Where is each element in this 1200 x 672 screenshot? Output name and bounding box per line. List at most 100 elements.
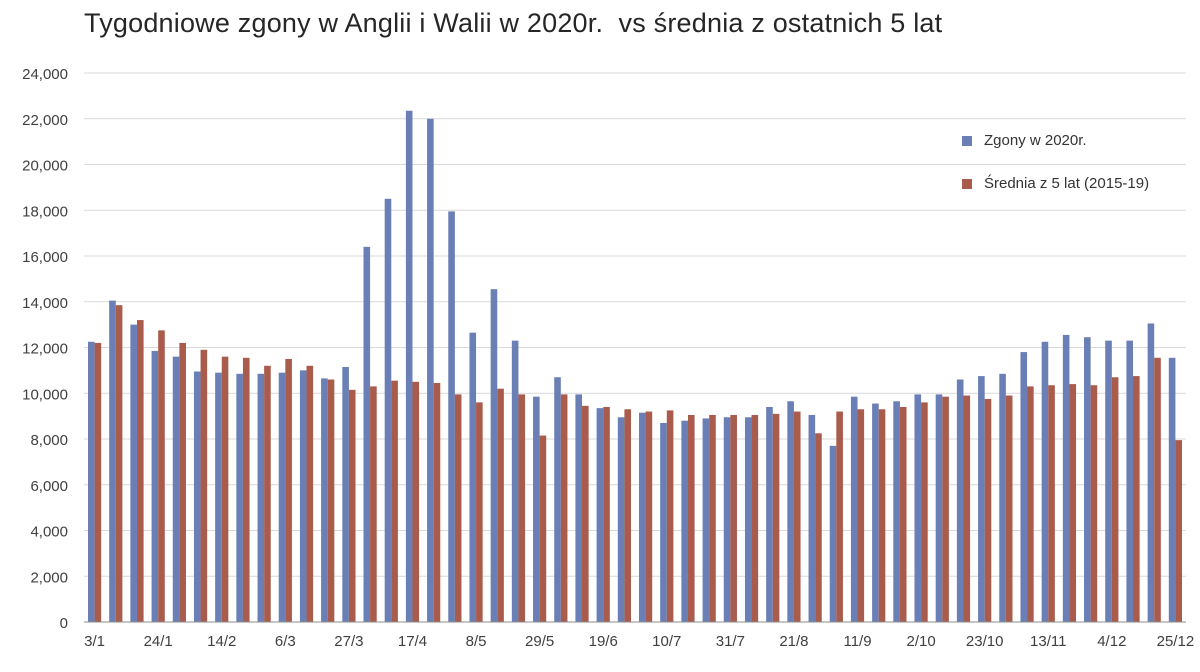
bar-2020 <box>109 300 116 622</box>
y-tick-label: 20,000 <box>22 158 68 175</box>
bar-2020 <box>469 332 477 622</box>
bar-2020 <box>978 376 985 622</box>
bar-2020 <box>723 417 731 622</box>
bar-2020 <box>893 401 900 622</box>
bar-2020 <box>151 350 159 622</box>
bar-2020 <box>193 371 201 622</box>
bar-average <box>242 357 250 622</box>
bar-average <box>1133 376 1140 622</box>
bar-2020 <box>999 373 1006 622</box>
bar-average <box>497 388 504 622</box>
y-tick-label: 14,000 <box>22 295 68 312</box>
bar-average <box>348 389 356 622</box>
bar-average <box>391 380 398 622</box>
bar-average <box>709 414 716 622</box>
bar-2020 <box>1041 341 1049 622</box>
bar-average <box>857 409 865 622</box>
y-tick-label: 2,000 <box>30 569 68 586</box>
bar-2020 <box>1084 337 1091 622</box>
bar-2020 <box>533 396 540 622</box>
bar-average <box>878 409 886 622</box>
bar-average <box>963 395 971 622</box>
x-tick-label: 13/11 <box>1030 633 1066 650</box>
bar-2020 <box>215 372 222 622</box>
bar-average <box>730 414 737 622</box>
legend-item-2020: Zgony w 2020r. <box>962 132 1087 149</box>
y-tick-label: 16,000 <box>22 249 68 266</box>
bar-average <box>115 305 123 622</box>
bar-2020 <box>744 417 752 622</box>
bar-2020 <box>172 356 180 622</box>
y-tick-label: 12,000 <box>22 341 68 358</box>
bar-average <box>899 406 907 622</box>
bar-average <box>1090 385 1098 622</box>
bar-2020 <box>1168 357 1176 622</box>
bar-average <box>1154 357 1161 622</box>
legend-item-average: Średnia z 5 lat (2015-19) <box>962 175 1149 192</box>
y-tick-label: 0 <box>60 615 68 632</box>
bar-average <box>666 410 674 622</box>
x-tick-label: 31/7 <box>716 633 745 650</box>
x-tick-label: 24/1 <box>144 633 173 650</box>
bar-2020 <box>575 394 583 622</box>
bar-2020 <box>236 373 243 622</box>
bar-2020 <box>956 379 964 622</box>
bar-2020 <box>1126 340 1134 622</box>
bar-average <box>285 358 292 622</box>
bar-2020 <box>1020 352 1028 622</box>
bar-average <box>624 409 632 622</box>
bar-average <box>454 394 462 622</box>
chart-title: Tygodniowe zgony w Anglii i Walii w 2020… <box>84 8 943 38</box>
bar-2020 <box>914 394 922 622</box>
bar-average <box>136 320 144 622</box>
bar-2020 <box>554 377 561 622</box>
x-tick-label: 29/5 <box>525 633 554 650</box>
x-tick-label: 17/4 <box>398 633 427 650</box>
bar-2020 <box>130 324 137 622</box>
bar-2020 <box>681 420 688 622</box>
bar-average <box>370 386 377 622</box>
bar-2020 <box>617 417 625 622</box>
x-tick-label: 2/10 <box>906 633 935 650</box>
bar-average <box>476 402 483 622</box>
bar-2020 <box>257 373 265 622</box>
bar-average <box>94 342 102 622</box>
bar-average <box>264 365 271 622</box>
axes: 0 2,000 4,000 6,000 8,000 10,000 12,000 14,000 1… <box>22 66 1194 650</box>
bar-average <box>942 396 949 622</box>
bar-2020 <box>363 246 371 622</box>
bar-2020 <box>660 422 667 622</box>
x-tick-label: 3/1 <box>84 633 105 650</box>
x-tick-label: 11/9 <box>843 633 871 650</box>
bar-average <box>603 406 610 622</box>
bar-2020 <box>405 110 413 623</box>
bar-average <box>433 382 441 622</box>
bar-2020 <box>787 401 794 622</box>
bar-average <box>1175 440 1183 622</box>
bar-2020 <box>384 198 392 622</box>
x-tick-label: 6/3 <box>275 633 296 650</box>
x-tick-label: 19/6 <box>589 633 618 650</box>
bar-2020 <box>299 370 307 622</box>
x-tick-label: 14/2 <box>207 633 236 650</box>
legend-swatch-average <box>962 178 972 189</box>
bar-average <box>158 330 165 622</box>
bar-average <box>1005 395 1013 622</box>
x-tick-label: 10/7 <box>652 633 681 650</box>
bar-average <box>1069 384 1077 622</box>
x-tick-label: 23/10 <box>966 633 1004 650</box>
bar-2020 <box>278 372 286 622</box>
bar-average <box>518 394 526 622</box>
bar-2020 <box>850 396 858 622</box>
bar-2020 <box>427 118 434 622</box>
bar-average <box>560 394 568 622</box>
y-tick-label: 4,000 <box>30 524 68 541</box>
bar-average <box>772 413 780 622</box>
bar-2020 <box>1147 323 1155 622</box>
bar-2020 <box>321 378 328 622</box>
bar-average <box>815 433 822 622</box>
y-tick-label: 6,000 <box>30 478 68 495</box>
bar-average <box>793 411 801 622</box>
